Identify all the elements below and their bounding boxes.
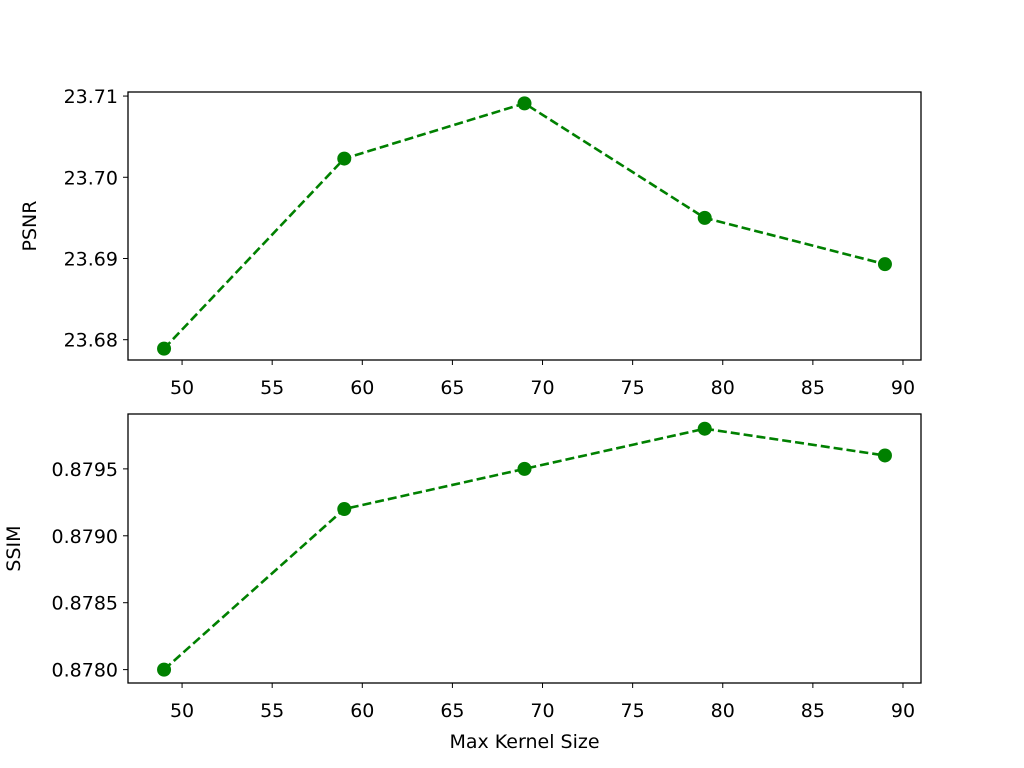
- psnr-data-point: [517, 96, 532, 111]
- ssim-data-point: [877, 448, 892, 463]
- psnr-x-tick-label: 70: [530, 377, 554, 399]
- ssim-x-tick-label: 75: [621, 700, 645, 722]
- psnr-data-point: [697, 210, 712, 225]
- ssim-x-tick-label: 90: [891, 700, 915, 722]
- psnr-data-point: [877, 257, 892, 272]
- ssim-data-point: [697, 421, 712, 436]
- ssim-data-point: [157, 662, 172, 677]
- psnr-x-tick-label: 85: [801, 377, 825, 399]
- ssim-x-tick-label: 55: [260, 700, 284, 722]
- psnr-axes-frame: [127, 91, 922, 361]
- psnr-x-tick-label: 55: [260, 377, 284, 399]
- ssim-panel: 50 55 60 65 70 75 80 85 90 0.8780 0.8785 0.8790 0.87…: [3, 413, 922, 753]
- ssim-data-point: [337, 502, 352, 517]
- psnr-x-tick-label: 60: [350, 377, 374, 399]
- psnr-y-tick-label: 23.71: [64, 86, 118, 108]
- psnr-data-point: [157, 341, 172, 356]
- psnr-data-point: [337, 151, 352, 166]
- psnr-y-axis-label: PSNR: [19, 201, 41, 252]
- psnr-series-line: [163, 101, 886, 350]
- psnr-y-tick-label: 23.70: [64, 167, 118, 189]
- ssim-x-tick-label: 70: [530, 700, 554, 722]
- ssim-y-axis-label: SSIM: [3, 525, 25, 571]
- ssim-axes-frame: [127, 413, 922, 684]
- ssim-series-line: [163, 427, 886, 671]
- psnr-x-tick-label: 65: [440, 377, 464, 399]
- ssim-x-tick-label: 65: [440, 700, 464, 722]
- psnr-x-tick-label: 75: [621, 377, 645, 399]
- ssim-x-tick-label: 60: [350, 700, 374, 722]
- psnr-x-tick-label: 80: [711, 377, 735, 399]
- psnr-panel: 50 55 60 65 70 75 80 85 90 23.68 23.69 23.70 23.71 PS…: [19, 86, 922, 399]
- psnr-y-tick-label: 23.68: [64, 330, 118, 352]
- ssim-x-tick-label: 50: [170, 700, 194, 722]
- ssim-data-point: [517, 461, 532, 476]
- psnr-x-tick-label: 50: [170, 377, 194, 399]
- psnr-x-tick-label: 90: [891, 377, 915, 399]
- ssim-x-axis-label: Max Kernel Size: [449, 731, 599, 753]
- ssim-y-tick-label: 0.8785: [52, 593, 118, 615]
- ssim-x-tick-label: 80: [711, 700, 735, 722]
- ssim-y-tick-label: 0.8780: [52, 660, 118, 682]
- ssim-y-tick-label: 0.8790: [52, 526, 118, 548]
- ssim-y-tick-label: 0.8795: [52, 459, 118, 481]
- psnr-y-tick-label: 23.69: [64, 248, 118, 270]
- ssim-x-tick-label: 85: [801, 700, 825, 722]
